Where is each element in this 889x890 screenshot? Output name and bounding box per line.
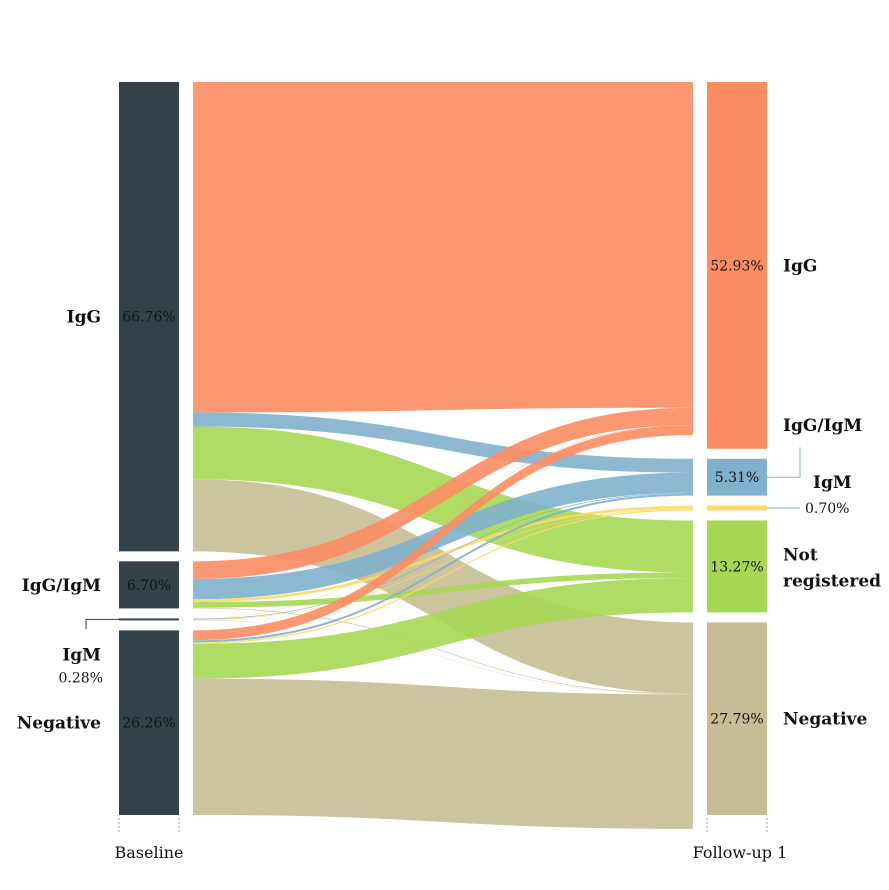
left-pct-l_neg: 26.26% [122, 716, 175, 732]
flow-l_neg-to-r_neg [193, 678, 693, 829]
right-node-r_iggigm [707, 458, 767, 496]
left-node-l_neg [119, 630, 179, 815]
left-label-l_igm: IgM [62, 645, 101, 665]
node-layer [119, 82, 767, 815]
stage-axis: Baseline Follow-up 1 [115, 818, 788, 862]
right-label-r_igg: IgG [783, 256, 817, 276]
leader-line-l_igm [85, 618, 119, 630]
flow-l_igg-to-r_igg [193, 82, 693, 413]
right-node-r_neg [707, 622, 767, 815]
right-pct-r_igm: 0.70% [805, 501, 849, 517]
flow-l_iggigm-to-r_igm [193, 505, 693, 603]
flow-layer [193, 82, 693, 829]
right-pct-r_igg: 52.93% [710, 258, 763, 274]
flow-l_igm-to-r_igg [193, 425, 693, 619]
right-pct-r_neg: 27.79% [710, 712, 763, 728]
flow-l_igm-to-r_neg [193, 620, 693, 695]
left-label-l_neg: Negative [17, 714, 101, 734]
left-label-l_igg: IgG [67, 308, 101, 328]
flow-l_neg-to-r_igg [193, 425, 693, 641]
right-node-r_igm [707, 505, 767, 511]
left-pct-l_igm: 0.28% [59, 670, 103, 686]
flow-l_iggigm-to-r_neg [193, 607, 693, 695]
right-pct-r_iggigm: 5.31% [715, 470, 759, 486]
flow-l_iggigm-to-r_nr [193, 572, 693, 608]
label-layer: IgG 66.76% IgG/IgM 6.70% IgM 0.28% Negative 26.… [17, 256, 881, 733]
right-label-r_iggigm: IgG/IgM [783, 416, 862, 436]
stage-label-baseline: Baseline [115, 843, 184, 862]
flow-l_igm-to-r_igm [193, 508, 693, 621]
flow-l_iggigm-to-r_igg [193, 407, 693, 579]
leader-line-r_iggigm [767, 447, 801, 478]
left-pct-l_iggigm: 6.70% [127, 578, 171, 594]
right-label-r_nr: Not registered [783, 545, 881, 591]
flow-l_neg-to-r_igm [193, 509, 693, 644]
right-node-r_nr [707, 520, 767, 613]
left-label-l_iggigm: IgG/IgM [22, 576, 101, 596]
stage-label-follow-up: Follow-up 1 [693, 843, 788, 862]
left-pct-l_igg: 66.76% [122, 310, 175, 326]
right-label-r_igm: IgM [813, 473, 852, 493]
right-node-r_igg [707, 82, 767, 449]
flow-l_igm-to-r_iggigm [193, 492, 693, 620]
left-node-l_iggigm [119, 561, 179, 609]
flow-l_neg-to-r_iggigm [193, 493, 693, 643]
left-node-l_igg [119, 82, 179, 552]
left-node-l_igm [119, 618, 179, 621]
flow-l_neg-to-r_nr [193, 578, 693, 679]
flow-l_igg-to-r_iggigm [193, 412, 693, 473]
flow-l_igg-to-r_neg [193, 479, 693, 694]
right-label-r_neg: Negative [783, 710, 867, 730]
right-pct-r_nr: 13.27% [710, 559, 763, 575]
flow-l_igm-to-r_nr [193, 577, 693, 621]
